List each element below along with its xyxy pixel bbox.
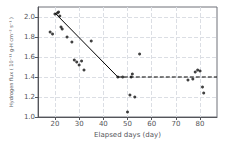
svg-text:70: 70	[171, 120, 180, 128]
svg-text:60: 60	[147, 120, 156, 128]
svg-text:1.0: 1.0	[24, 113, 35, 121]
svg-text:1.8: 1.8	[24, 33, 35, 41]
svg-text:2.0: 2.0	[24, 13, 35, 21]
svg-text:Hydrogen flux ( 10⁻¹¹ g-H cm⁻²: Hydrogen flux ( 10⁻¹¹ g-H cm⁻² s⁻¹ )	[8, 17, 15, 107]
svg-text:Elapsed days (day): Elapsed days (day)	[94, 131, 161, 139]
svg-text:20: 20	[51, 120, 60, 128]
svg-text:80: 80	[196, 120, 205, 128]
svg-text:1.2: 1.2	[24, 93, 35, 101]
svg-text:1.6: 1.6	[24, 53, 36, 61]
svg-text:50: 50	[123, 120, 132, 128]
svg-text:30: 30	[75, 120, 84, 128]
svg-text:1.4: 1.4	[24, 73, 36, 81]
svg-text:40: 40	[99, 120, 108, 128]
